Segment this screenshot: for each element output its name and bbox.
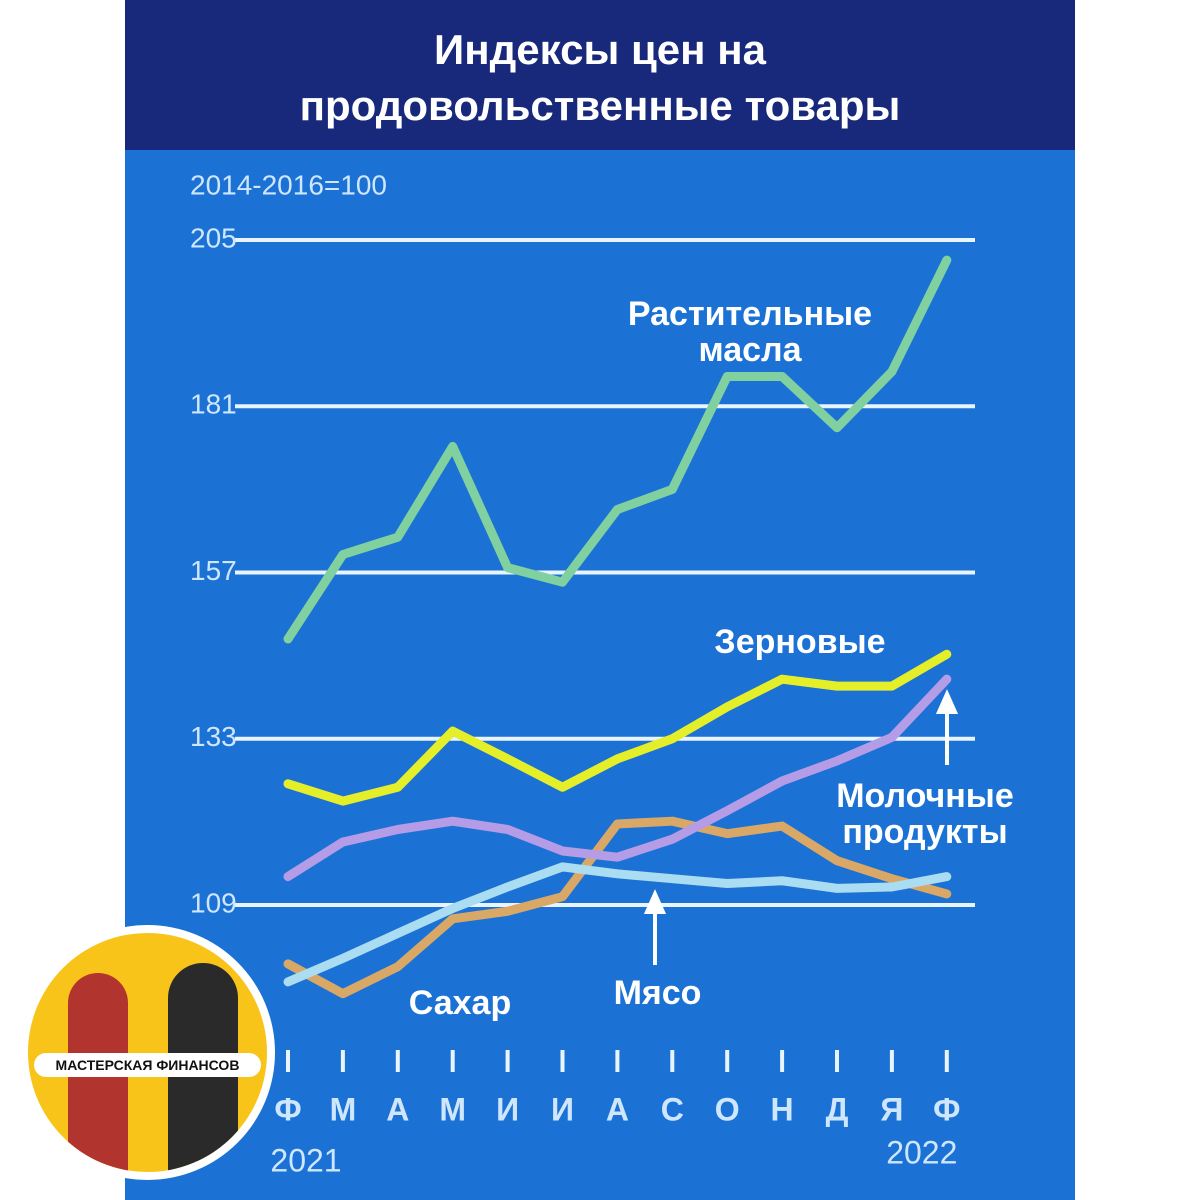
y-tick-label: 205 (190, 222, 237, 253)
series-label: Зерновые (714, 623, 886, 661)
series-line (283, 816, 952, 999)
year-label: 2021 (270, 1142, 341, 1178)
x-tick-label: Н (771, 1091, 794, 1127)
logo-text: МАСТЕРСКАЯ ФИНАНСОВ (34, 1053, 261, 1077)
x-tick-label: И (551, 1091, 574, 1127)
x-tick-label: А (606, 1091, 629, 1127)
series-label: Сахар (408, 984, 512, 1022)
logo: МАСТЕРСКАЯ ФИНАНСОВ (20, 925, 275, 1180)
year-label: 2022 (886, 1134, 957, 1170)
series-line (283, 255, 952, 644)
x-tick-label: М (439, 1091, 466, 1127)
arrows (643, 689, 959, 965)
series-label: Молочные продукты (836, 777, 1014, 851)
series-line (283, 862, 952, 987)
panel (125, 0, 1075, 1200)
logo-bg: МАСТЕРСКАЯ ФИНАНСОВ (28, 933, 267, 1172)
x-tick-label: Д (826, 1091, 849, 1127)
header (125, 0, 1075, 150)
series-line (283, 649, 952, 806)
chart-title: Индексы цен на продовольственные товары (299, 26, 901, 129)
series-label: Мясо (613, 974, 702, 1012)
y-tick-label: 109 (190, 887, 237, 918)
x-tick-label: М (330, 1091, 357, 1127)
y-tick-label: 157 (190, 555, 237, 586)
series-line (283, 674, 952, 882)
x-tick-label: С (661, 1091, 684, 1127)
x-tick-label: Ф (274, 1091, 301, 1127)
unit-note: 2014-2016=100 (190, 169, 387, 200)
y-tick-label: 133 (190, 721, 237, 752)
series-label: Растительные масла (627, 295, 873, 369)
x-tick-label: А (386, 1091, 409, 1127)
y-tick-label: 181 (190, 389, 237, 420)
x-tick-label: И (496, 1091, 519, 1127)
x-tick-label: О (715, 1091, 740, 1127)
x-tick-label: Я (880, 1091, 903, 1127)
x-tick-label: Ф (933, 1091, 960, 1127)
